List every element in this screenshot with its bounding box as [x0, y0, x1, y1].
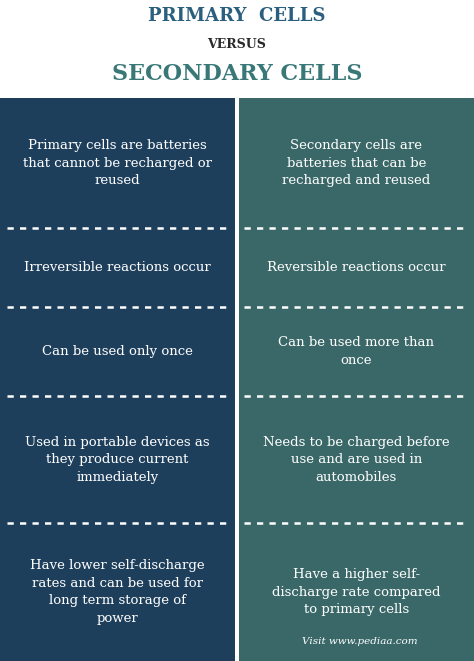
Bar	[0, 396, 235, 523]
Text: SECONDARY CELLS: SECONDARY CELLS	[112, 63, 362, 85]
Bar	[0, 523, 235, 661]
Bar	[239, 228, 474, 307]
Bar	[0, 307, 235, 396]
Bar	[239, 523, 474, 661]
Text: Can be used more than
once: Can be used more than once	[278, 336, 435, 367]
Text: Can be used only once: Can be used only once	[42, 345, 193, 358]
Text: VERSUS: VERSUS	[208, 38, 266, 52]
Text: Used in portable devices as
they produce current
immediately: Used in portable devices as they produce…	[25, 436, 210, 484]
Bar	[239, 98, 474, 228]
Text: Reversible reactions occur: Reversible reactions occur	[267, 261, 446, 274]
Text: PRIMARY  CELLS: PRIMARY CELLS	[148, 7, 326, 24]
Text: Secondary cells are
batteries that can be
recharged and reused: Secondary cells are batteries that can b…	[283, 139, 430, 187]
Bar	[239, 396, 474, 523]
Text: Needs to be charged before
use and are used in
automobiles: Needs to be charged before use and are u…	[263, 436, 450, 484]
Text: Have a higher self-
discharge rate compared
to primary cells: Have a higher self- discharge rate compa…	[272, 568, 441, 616]
Text: Primary cells are batteries
that cannot be recharged or
reused: Primary cells are batteries that cannot …	[23, 139, 212, 187]
Text: Visit www.pediaa.com: Visit www.pediaa.com	[302, 637, 418, 646]
Bar	[0, 228, 235, 307]
Bar	[0, 98, 235, 228]
Text: Irreversible reactions occur: Irreversible reactions occur	[24, 261, 211, 274]
Text: Have lower self-discharge
rates and can be used for
long term storage of
power: Have lower self-discharge rates and can …	[30, 559, 205, 625]
Bar	[239, 307, 474, 396]
